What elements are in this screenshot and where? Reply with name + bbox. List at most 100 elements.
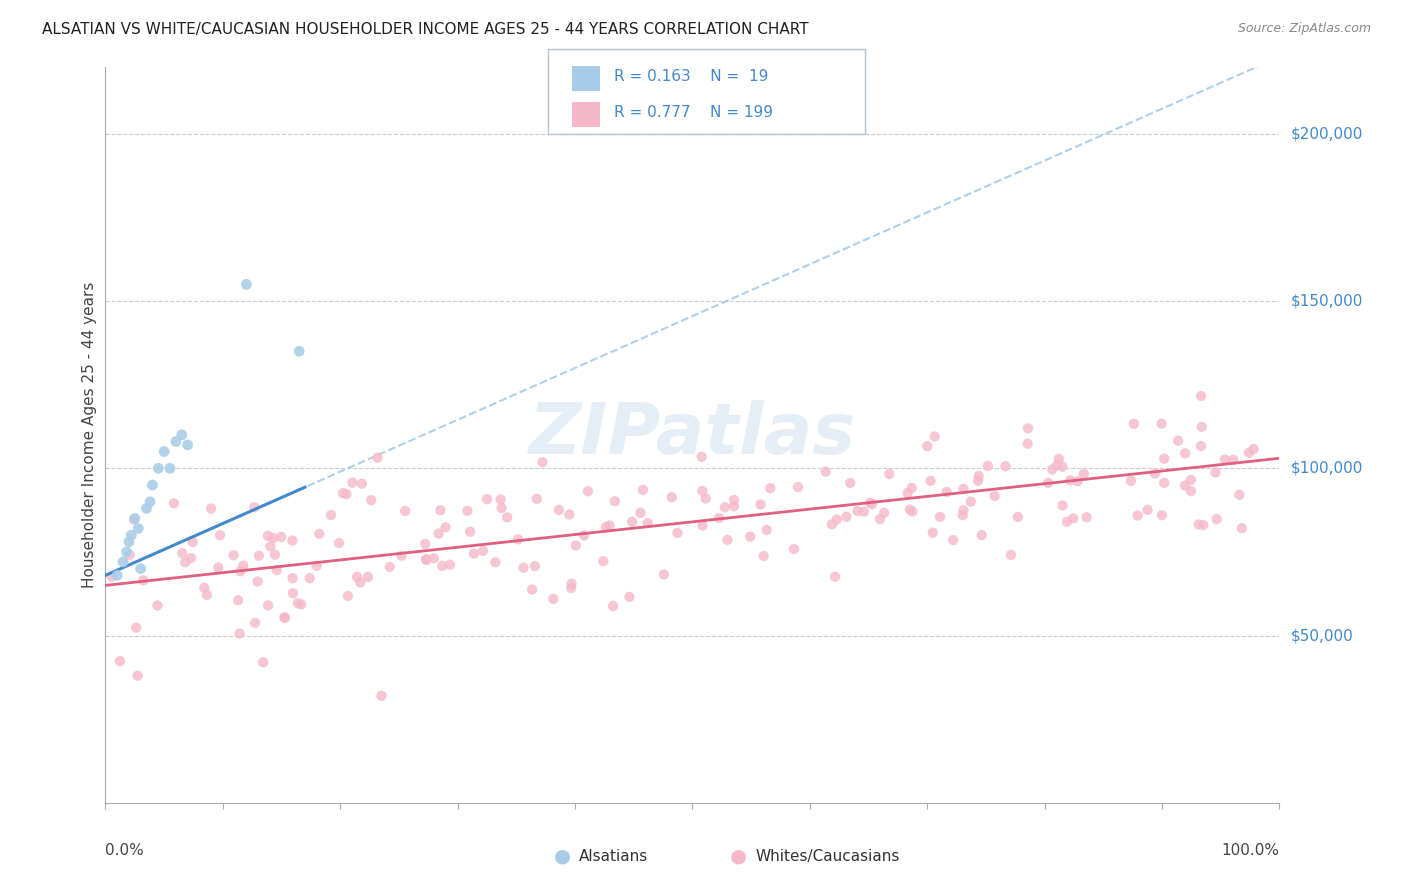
Point	[342, 475, 364, 490]
Point	[132, 574, 155, 588]
Point	[176, 438, 198, 452]
Point	[274, 611, 297, 625]
Point	[174, 555, 197, 569]
Point	[163, 496, 186, 510]
Point	[839, 475, 862, 490]
Point	[783, 542, 806, 557]
Point	[193, 581, 215, 595]
Point	[901, 504, 924, 518]
Point	[1067, 475, 1090, 489]
Point	[139, 494, 162, 508]
Point	[129, 562, 152, 576]
Point	[463, 547, 485, 561]
Point	[759, 481, 782, 495]
Point	[929, 509, 952, 524]
Point	[434, 520, 457, 534]
Point	[165, 434, 187, 449]
Point	[118, 535, 141, 549]
Point	[752, 549, 775, 563]
Point	[628, 506, 651, 520]
Point	[723, 500, 745, 514]
Point	[935, 485, 957, 500]
Point	[456, 504, 478, 518]
Point	[439, 558, 461, 572]
Point	[1073, 467, 1095, 481]
Point	[595, 520, 617, 534]
Point	[496, 510, 519, 524]
Text: 100.0%: 100.0%	[1222, 843, 1279, 858]
Point	[298, 571, 321, 585]
Point	[523, 559, 546, 574]
Point	[852, 505, 875, 519]
Point	[332, 486, 354, 500]
Point	[1230, 521, 1253, 535]
Point	[942, 533, 965, 547]
Point	[1243, 442, 1265, 456]
Point	[257, 529, 280, 543]
Point	[846, 504, 869, 518]
Point	[692, 483, 714, 498]
Point	[994, 459, 1017, 474]
Text: R = 0.777    N = 199: R = 0.777 N = 199	[614, 105, 773, 120]
Point	[879, 467, 901, 481]
Point	[576, 484, 599, 499]
Point	[859, 496, 882, 510]
Text: $150,000: $150,000	[1291, 293, 1362, 309]
Point	[1062, 511, 1084, 525]
Text: ALSATIAN VS WHITE/CAUCASIAN HOUSEHOLDER INCOME AGES 25 - 44 YEARS CORRELATION CH: ALSATIAN VS WHITE/CAUCASIAN HOUSEHOLDER …	[42, 22, 808, 37]
Point	[1189, 389, 1212, 403]
Point	[977, 458, 1000, 473]
Point	[247, 549, 270, 563]
Point	[491, 500, 513, 515]
Point	[180, 551, 202, 566]
Point	[565, 539, 588, 553]
Point	[127, 669, 149, 683]
Point	[835, 509, 858, 524]
Point	[787, 480, 810, 494]
Point	[917, 439, 939, 453]
Point	[181, 535, 204, 549]
Point	[952, 503, 974, 517]
Point	[1017, 436, 1039, 450]
Point	[716, 533, 738, 547]
Point	[967, 469, 990, 483]
Point	[458, 524, 481, 539]
Point	[246, 574, 269, 589]
Point	[1036, 475, 1059, 490]
Point	[983, 489, 1005, 503]
Point	[1007, 510, 1029, 524]
Point	[1047, 451, 1070, 466]
Point	[266, 563, 288, 577]
Point	[243, 615, 266, 630]
Point	[1188, 517, 1211, 532]
Point	[287, 596, 309, 610]
Point	[153, 444, 176, 458]
Point	[148, 461, 170, 475]
Point	[228, 626, 250, 640]
Point	[598, 518, 620, 533]
Point	[1191, 420, 1213, 434]
Point	[243, 500, 266, 515]
Point	[118, 548, 141, 562]
Point	[370, 689, 392, 703]
Point	[749, 497, 772, 511]
Text: Whites/Caucasians: Whites/Caucasians	[755, 849, 900, 863]
Point	[378, 560, 401, 574]
Point	[1076, 510, 1098, 524]
Point	[200, 501, 222, 516]
Point	[1189, 439, 1212, 453]
Point	[824, 569, 846, 583]
Point	[232, 558, 254, 573]
Point	[526, 491, 548, 506]
Point	[146, 599, 169, 613]
Point	[226, 593, 249, 607]
Point	[328, 536, 350, 550]
Point	[560, 581, 582, 595]
Point	[959, 494, 981, 508]
Point	[723, 492, 745, 507]
Point	[141, 478, 163, 492]
Point	[1213, 452, 1236, 467]
Point	[1136, 503, 1159, 517]
Point	[506, 533, 529, 547]
Point	[631, 483, 654, 497]
